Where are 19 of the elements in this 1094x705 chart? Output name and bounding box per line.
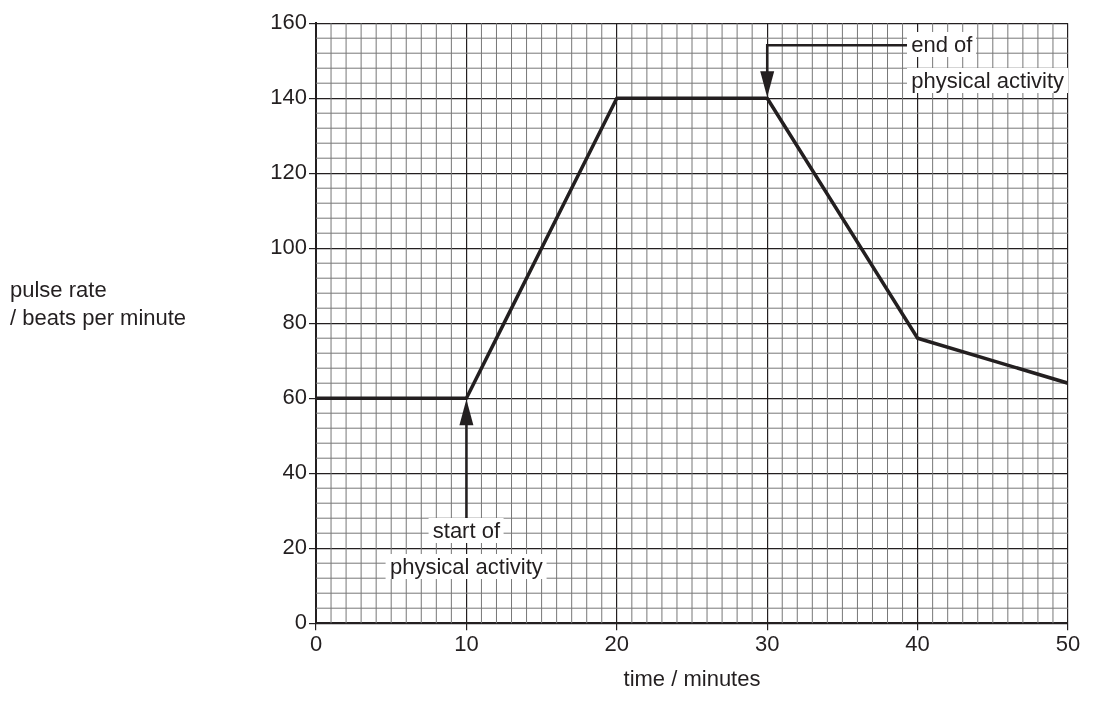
y-tick-label: 100	[270, 234, 307, 260]
x-tick-label: 40	[905, 631, 930, 657]
x-tick-label: 30	[754, 631, 780, 657]
y-tick-label: 140	[270, 84, 307, 110]
y-tick-label: 120	[270, 159, 307, 185]
y-tick-label: 20	[282, 534, 307, 560]
y-tick-label: 160	[270, 9, 307, 35]
x-tick-label: 0	[309, 631, 323, 657]
y-tick-label: 40	[282, 459, 307, 485]
y-tick-label: 60	[282, 384, 307, 410]
y-tick-label: 0	[294, 609, 307, 635]
y-axis-title: pulse rate / beats per minute	[10, 277, 187, 331]
annotation: end of physical activity	[910, 32, 1066, 94]
x-tick-label: 50	[1055, 631, 1081, 657]
x-tick-label: 10	[454, 631, 479, 657]
annotation: start of physical activity	[388, 518, 544, 580]
x-tick-label: 20	[604, 631, 630, 657]
x-axis-title: time / minutes	[623, 665, 761, 691]
y-tick-label: 80	[282, 309, 307, 335]
